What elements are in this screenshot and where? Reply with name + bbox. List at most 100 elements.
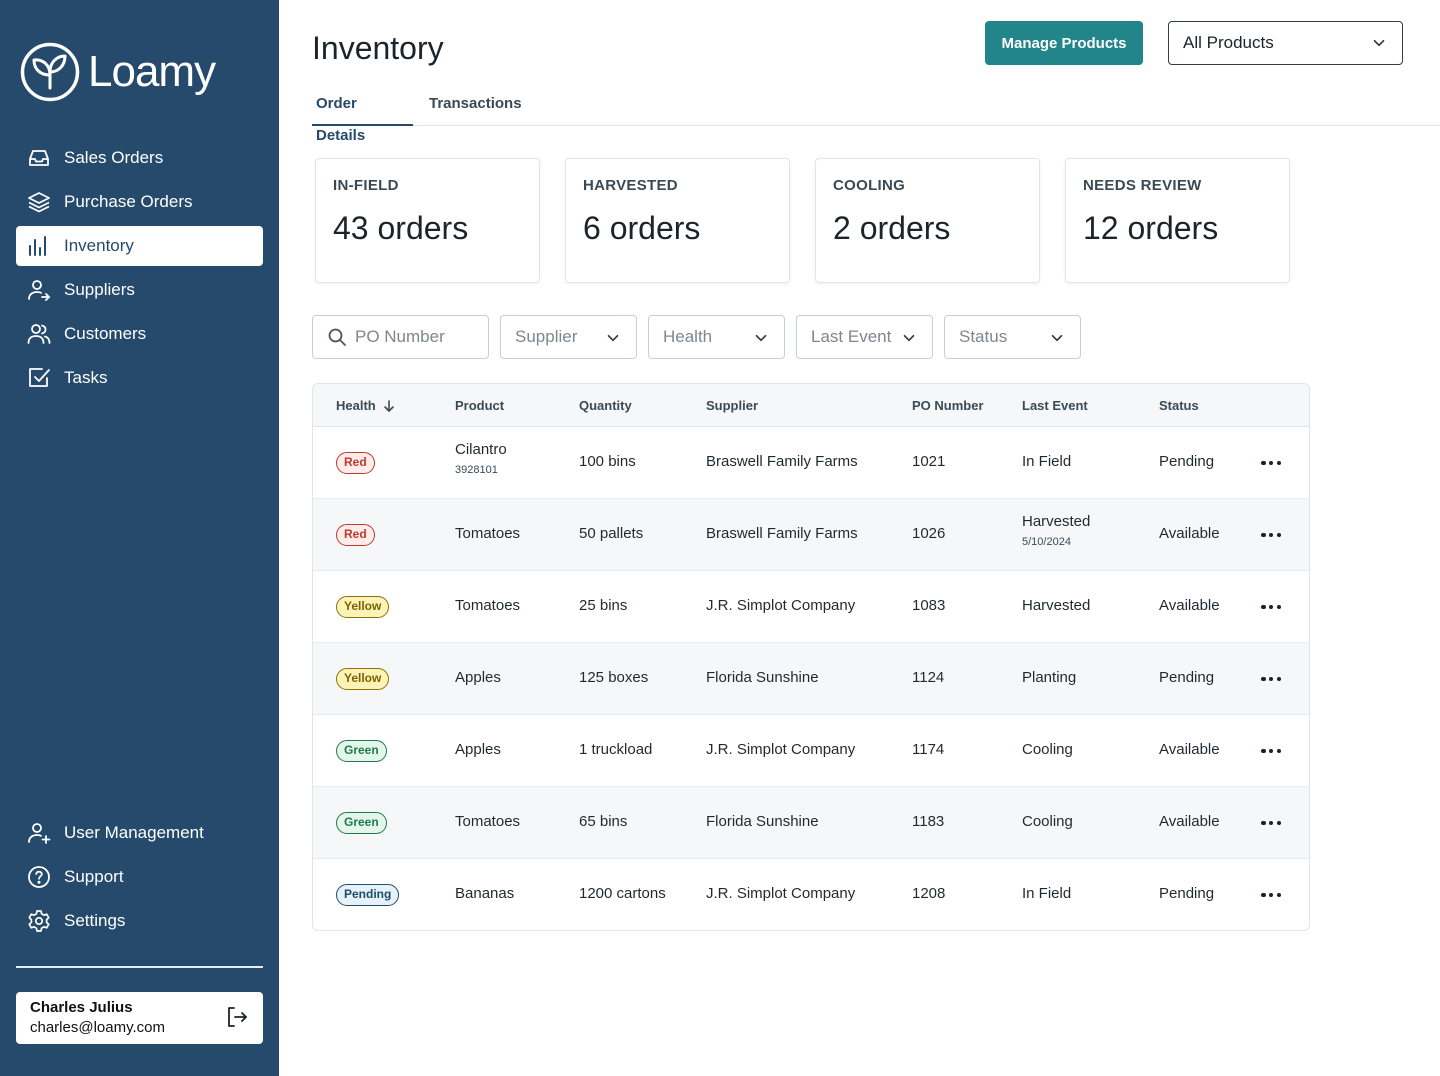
chevron-down-icon [755, 334, 767, 342]
quantity-cell: 25 bins [579, 597, 628, 614]
table-row[interactable]: Green Tomatoes 65 bins Florida Sunshine 1183… [313, 787, 1309, 859]
table-row[interactable]: Red Tomatoes 50 pallets Braswell Family Far… [313, 499, 1309, 571]
sidebar-divider [16, 966, 263, 968]
stat-value: 2 orders [833, 210, 951, 246]
table-row[interactable]: Red Cilantro 3928101 100 bins Braswell Famil… [313, 427, 1309, 499]
sidebar-item-customers[interactable]: Customers [16, 314, 263, 354]
supplier-cell: Florida Sunshine [706, 669, 819, 686]
status-cell: Available [1159, 813, 1220, 830]
table-row[interactable]: Yellow Tomatoes 25 bins J.R. Simplot Compan… [313, 571, 1309, 643]
po-number-cell: 1174 [912, 741, 945, 758]
more-options-icon[interactable] [1259, 597, 1283, 617]
health-badge: Red [336, 452, 375, 474]
product-cell: Apples [455, 741, 501, 758]
po-number-search-input[interactable]: PO Number [312, 315, 489, 359]
status-cell: Pending [1159, 453, 1215, 470]
sidebar-item-user-management[interactable]: User Management [16, 813, 263, 853]
sidebar-item-label: Sales Orders [64, 148, 164, 167]
health-badge: Green [336, 740, 387, 762]
stat-value: 12 orders [1083, 210, 1219, 246]
quantity-cell: 1200 cartons [579, 885, 666, 902]
product-name: Apples [455, 669, 501, 686]
product-name: Tomatoes [455, 813, 521, 830]
column-header-last-event[interactable]: Last Event [1022, 398, 1088, 413]
chevron-down-icon [607, 334, 619, 342]
filter-label: Last Event [811, 327, 892, 346]
product-name: Bananas [455, 885, 515, 902]
bar-chart-icon [26, 233, 52, 259]
health-badge: Red [336, 524, 375, 546]
column-header-supplier[interactable]: Supplier [706, 398, 759, 413]
table-row[interactable]: Green Apples 1 truckload J.R. Simplot Compa… [313, 715, 1309, 787]
sidebar-item-sales-orders[interactable]: Sales Orders [16, 138, 263, 178]
more-options-icon[interactable] [1259, 813, 1283, 833]
column-header-quantity[interactable]: Quantity [579, 398, 632, 413]
column-header-status[interactable]: Status [1159, 398, 1199, 413]
more-options-icon[interactable] [1259, 741, 1283, 761]
supplier-filter-select[interactable]: Supplier [500, 315, 637, 359]
manage-products-button[interactable]: Manage Products [985, 21, 1143, 65]
table-header: Health Product Quantity Supplier PO Numb… [313, 384, 1309, 427]
status-filter-select[interactable]: Status [944, 315, 1081, 359]
filter-label: Health [663, 327, 713, 346]
more-options-icon[interactable] [1259, 885, 1283, 905]
more-options-icon[interactable] [1259, 453, 1283, 473]
quantity-cell: 50 pallets [579, 525, 644, 542]
quantity-cell: 1 truckload [579, 741, 653, 758]
status-cell: Available [1159, 525, 1220, 542]
sidebar-item-label: Purchase Orders [64, 192, 193, 211]
stat-value: 43 orders [333, 210, 469, 246]
sidebar-item-inventory[interactable]: Inventory [16, 226, 263, 266]
product-name: Tomatoes [455, 525, 521, 542]
sidebar-item-suppliers[interactable]: Suppliers [16, 270, 263, 310]
tab-order-details[interactable]: Order Details [312, 88, 413, 144]
tab-transactions[interactable]: Transactions [429, 95, 522, 112]
stat-card-in-field: IN-FIELD 43 orders [315, 158, 540, 283]
chevron-down-icon [1051, 334, 1063, 342]
last-event-filter-select[interactable]: Last Event [796, 315, 933, 359]
sidebar-item-tasks[interactable]: Tasks [16, 358, 263, 398]
tab-bar: Order Details Transactions [312, 88, 1440, 144]
last-event-cell: Harvested 5/10/2024 [1022, 513, 1090, 548]
column-header-health[interactable]: Health [336, 398, 396, 413]
sidebar-item-support[interactable]: Support [16, 857, 263, 897]
stat-label: HARVESTED [583, 177, 678, 194]
last-event-cell: Cooling [1022, 813, 1073, 830]
table-row[interactable]: Pending Bananas 1200 cartons J.R. Simplot C… [313, 859, 1309, 930]
po-number-cell: 1124 [912, 669, 945, 686]
more-options-icon[interactable] [1259, 669, 1283, 689]
main-nav: Sales Orders Purchase Orders Inventory S… [16, 138, 263, 402]
last-event-name: Cooling [1022, 813, 1073, 830]
last-event-cell: Planting [1022, 669, 1076, 686]
column-header-product[interactable]: Product [455, 398, 505, 413]
inbox-icon [26, 145, 52, 171]
sidebar-item-purchase-orders[interactable]: Purchase Orders [16, 182, 263, 222]
inventory-table: Health Product Quantity Supplier PO Numb… [312, 383, 1310, 931]
health-badge: Pending [336, 884, 400, 906]
page-title: Inventory [312, 30, 444, 66]
logout-icon[interactable] [225, 1005, 249, 1029]
app-name: Loamy [88, 47, 216, 96]
user-plus-icon [26, 820, 52, 846]
stat-card-cooling: COOLING 2 orders [815, 158, 1040, 283]
user-name: Charles Julius [30, 999, 133, 1016]
product-name: Apples [455, 741, 501, 758]
more-options-icon[interactable] [1259, 525, 1283, 545]
table-row[interactable]: Yellow Apples 125 boxes Florida Sunshine 112… [313, 643, 1309, 715]
product-filter-select[interactable]: All Products [1168, 21, 1403, 65]
status-cell: Pending [1159, 669, 1215, 686]
logo[interactable]: Loamy [20, 41, 216, 103]
sidebar-item-label: Customers [64, 324, 147, 343]
po-number-cell: 1183 [912, 813, 945, 830]
stat-label: COOLING [833, 177, 906, 194]
product-cell: Tomatoes [455, 525, 520, 542]
health-filter-select[interactable]: Health [648, 315, 785, 359]
product-name: Tomatoes [455, 597, 521, 614]
users-icon [26, 321, 52, 347]
sidebar-item-settings[interactable]: Settings [16, 901, 263, 941]
layers-icon [26, 189, 52, 215]
stat-label: IN-FIELD [333, 177, 399, 194]
column-header-po-number[interactable]: PO Number [912, 398, 984, 413]
supplier-cell: J.R. Simplot Company [706, 741, 856, 758]
sidebar-item-label: Suppliers [64, 280, 135, 299]
